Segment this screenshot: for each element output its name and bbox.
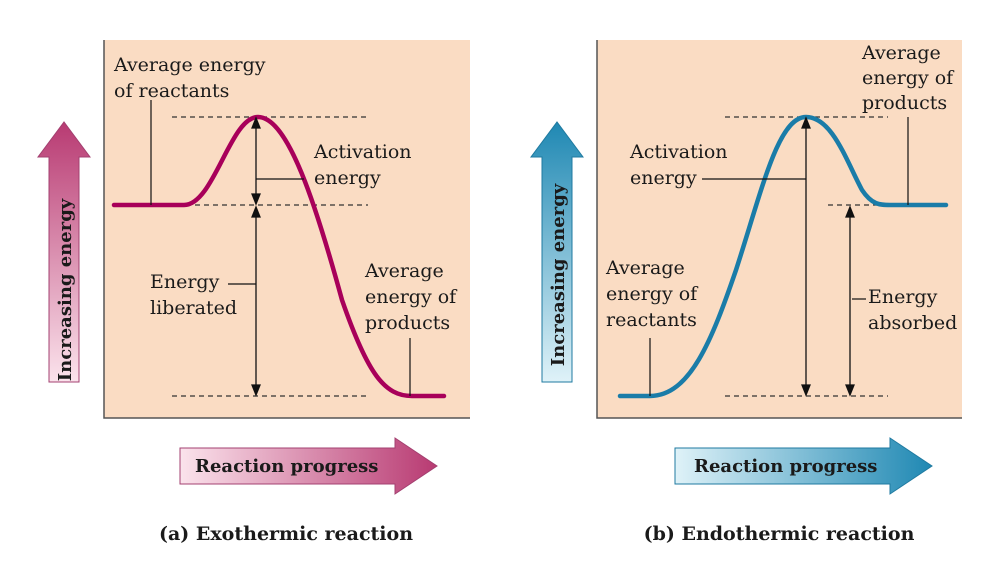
exo-y-axis-arrow: Increasing energy: [37, 121, 91, 383]
exo-reference-lines: [172, 116, 368, 397]
endo-x-axis-arrow: Reaction progress: [674, 437, 933, 495]
endo-absorbed-label: Energy absorbed: [868, 286, 957, 334]
endo-axes: [596, 40, 962, 419]
endo-caption: (b) Endothermic reaction: [644, 523, 915, 545]
endo-products-label: Average energy of products: [861, 42, 959, 114]
endothermic-diagram: Average energy of products Activation en…: [530, 40, 962, 545]
endo-x-axis-label: Reaction progress: [694, 456, 877, 477]
endo-energy-curve: [617, 114, 949, 399]
exo-x-axis-arrow: Reaction progress: [179, 437, 438, 495]
endo-y-axis-arrow: Increasing energy: [530, 121, 584, 383]
exothermic-diagram: Average energy of reactants Activation e…: [37, 40, 470, 545]
exo-energy-curve: [111, 114, 447, 399]
endo-y-axis-label: Increasing energy: [548, 183, 569, 366]
endo-activation-arrow: [801, 116, 811, 397]
exo-reactants-label: Average energy of reactants: [113, 54, 272, 102]
exo-activation-label: Activation energy: [313, 141, 418, 189]
exo-liberated-label: Energy liberated: [150, 271, 237, 319]
endo-reactants-label: Average energy of reactants: [605, 257, 703, 331]
exo-axes: [103, 40, 470, 419]
exo-activation-arrow: [251, 116, 261, 206]
exo-y-axis-label: Increasing energy: [55, 198, 76, 381]
endo-leader-lines: [649, 117, 909, 396]
endo-plot-area: [597, 40, 962, 418]
exo-leader-lines: [150, 100, 411, 396]
exo-products-label: Average energy of products: [364, 260, 462, 334]
exo-caption: (a) Exothermic reaction: [159, 523, 413, 545]
exo-x-axis-label: Reaction progress: [195, 456, 378, 477]
endo-absorbed-arrow: [845, 205, 855, 397]
exo-liberated-arrow: [251, 205, 261, 397]
exo-plot-area: [104, 40, 470, 418]
endo-activation-label: Activation energy: [629, 141, 734, 189]
